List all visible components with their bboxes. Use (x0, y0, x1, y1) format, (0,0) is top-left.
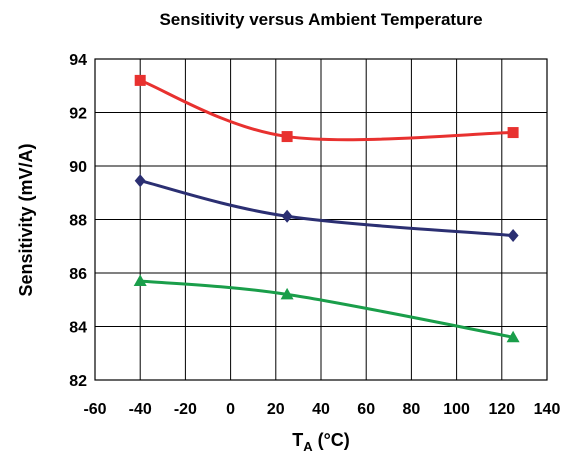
data-point-1 (134, 74, 146, 86)
y-tick-label: 86 (69, 266, 87, 283)
series-group (133, 74, 520, 343)
y-tick-label: 88 (69, 213, 87, 230)
x-axis-label-subscript: A (303, 439, 313, 452)
series-line-1 (139, 78, 514, 142)
x-tick-label: 80 (403, 401, 421, 418)
x-tick-label: 0 (226, 401, 235, 418)
x-axis-label-unit: (°C) (313, 430, 350, 450)
x-tick-label: 140 (534, 401, 561, 418)
data-point-2 (507, 229, 519, 243)
y-tick-label: 92 (69, 106, 87, 123)
y-tick-labels: 82 84 86 88 90 92 94 (69, 52, 87, 390)
chart-title: Sensitivity versus Ambient Temperature (159, 10, 482, 29)
data-point-3 (280, 287, 294, 300)
x-axis-label: TA (°C) (292, 430, 350, 452)
x-tick-label: -40 (129, 401, 152, 418)
y-axis-label: Sensitivity (mV/A) (16, 143, 36, 296)
series-line-3 (140, 279, 514, 339)
data-point-3 (133, 274, 147, 287)
data-point-2 (281, 209, 293, 223)
data-point-1 (281, 131, 293, 143)
data-point-3 (506, 330, 520, 343)
x-tick-label: 120 (488, 401, 515, 418)
data-point-2 (134, 174, 146, 188)
x-tick-label: 100 (443, 401, 470, 418)
x-tick-label: 40 (312, 401, 330, 418)
y-tick-label: 82 (69, 373, 87, 390)
y-tick-label: 90 (69, 159, 87, 176)
series-line-2 (139, 179, 514, 238)
x-axis-label-main: T (292, 430, 303, 450)
x-tick-label: -60 (83, 401, 106, 418)
data-point-1 (507, 127, 519, 139)
x-tick-labels: -60 -40 -20 0 20 40 60 80 100 120 140 (83, 401, 560, 418)
x-tick-label: 60 (357, 401, 375, 418)
x-tick-label: 20 (267, 401, 285, 418)
plot-frame (94, 58, 548, 381)
y-tick-label: 94 (69, 52, 87, 69)
x-tick-label: -20 (174, 401, 197, 418)
y-tick-label: 84 (69, 320, 87, 337)
